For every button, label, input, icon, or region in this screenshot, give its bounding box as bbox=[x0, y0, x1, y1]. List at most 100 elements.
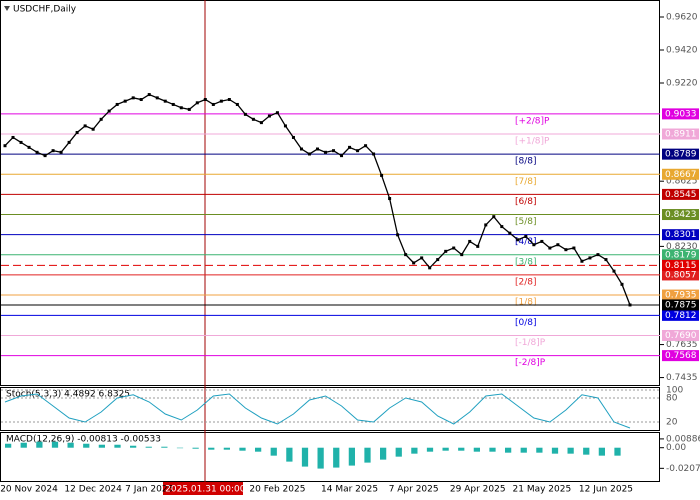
macd-bar bbox=[614, 447, 621, 456]
macd-bar bbox=[364, 447, 371, 463]
price-bar bbox=[484, 223, 488, 227]
level-value: 0.8911 bbox=[665, 129, 697, 139]
price-bar bbox=[372, 152, 376, 156]
price-bar bbox=[163, 99, 167, 103]
price-bar bbox=[283, 124, 287, 128]
price-bar bbox=[227, 98, 231, 102]
price-bar bbox=[572, 246, 576, 250]
level-name: [-2/8]P bbox=[515, 358, 546, 368]
price-bar bbox=[388, 197, 392, 201]
macd-bar bbox=[20, 442, 27, 448]
price-bar bbox=[307, 152, 311, 156]
price-bar bbox=[476, 244, 480, 248]
price-bar bbox=[83, 124, 87, 128]
level-name: [1/8] bbox=[515, 298, 537, 308]
level-value: 0.8301 bbox=[665, 230, 697, 240]
macd-bar bbox=[583, 447, 590, 455]
price-bar bbox=[588, 256, 592, 260]
macd-bar bbox=[36, 441, 43, 448]
level-box bbox=[662, 229, 699, 241]
price-bar bbox=[396, 233, 400, 237]
price-bar bbox=[596, 253, 600, 257]
price-bar bbox=[59, 150, 63, 154]
y-tick-label: 0.9220 bbox=[666, 79, 698, 89]
price-bar bbox=[235, 102, 239, 106]
level-box bbox=[662, 128, 699, 140]
level-box bbox=[662, 108, 699, 120]
macd-bar bbox=[411, 447, 418, 454]
level-name: [3/8] bbox=[515, 257, 537, 267]
y-tick-label: 0.9620 bbox=[666, 12, 698, 22]
price-bar bbox=[548, 246, 552, 250]
y-tick-label: 0.9420 bbox=[666, 46, 698, 56]
level-value: 0.9033 bbox=[665, 109, 697, 119]
price-bar bbox=[171, 102, 175, 106]
price-bar bbox=[11, 135, 15, 139]
level-value: 0.8057 bbox=[665, 270, 697, 280]
price-box bbox=[662, 299, 699, 311]
y-tick-label: 0.8230 bbox=[666, 242, 698, 252]
level-name: [6/8] bbox=[515, 197, 537, 207]
level-box bbox=[662, 289, 699, 301]
price-bar bbox=[243, 112, 247, 116]
stoch-line bbox=[4, 393, 631, 429]
price-bar bbox=[604, 258, 608, 262]
y-tick-label: 0.7435 bbox=[666, 373, 698, 383]
price-bar bbox=[540, 239, 544, 243]
price-bar bbox=[564, 248, 568, 252]
price-bar bbox=[620, 282, 624, 286]
price-bar bbox=[404, 253, 408, 257]
price-bar bbox=[67, 140, 71, 144]
level-value: 0.8545 bbox=[665, 190, 697, 200]
macd-bar bbox=[130, 445, 137, 448]
price-bar bbox=[211, 102, 215, 106]
price-bar bbox=[532, 243, 536, 247]
price-bar bbox=[340, 154, 344, 158]
level-value: 0.7568 bbox=[665, 351, 697, 361]
x-tick-label: 2025.01.31 00:00 bbox=[165, 485, 246, 495]
price-bar bbox=[291, 135, 295, 139]
price-bar bbox=[35, 150, 39, 154]
level-value: 0.8179 bbox=[665, 250, 697, 260]
stoch-tick-label: 80 bbox=[666, 394, 678, 404]
level-value: 0.8423 bbox=[665, 210, 697, 220]
stoch-tick-label: 100 bbox=[666, 386, 683, 396]
level-box bbox=[662, 188, 699, 200]
price-bar bbox=[51, 149, 55, 153]
macd-bar bbox=[83, 443, 90, 448]
level-name: [-1/8]P bbox=[515, 338, 546, 348]
macd-bar bbox=[505, 447, 512, 453]
stoch-tick-label: 20 bbox=[666, 418, 678, 428]
macd-bar bbox=[598, 447, 605, 456]
macd-bar bbox=[458, 447, 465, 451]
macd-bar bbox=[442, 447, 449, 451]
x-tick-label: 7 Jan 2025 bbox=[125, 485, 173, 495]
price-bar bbox=[356, 149, 360, 153]
price-bar bbox=[492, 215, 496, 219]
level-value: 0.8667 bbox=[665, 170, 697, 180]
x-tick-label: 12 Jun 2025 bbox=[579, 485, 633, 495]
macd-bar bbox=[223, 447, 230, 450]
macd-bar bbox=[176, 447, 184, 449]
macd-bar bbox=[98, 444, 105, 448]
level-name: [5/8] bbox=[515, 217, 537, 227]
macd-bar bbox=[161, 446, 168, 448]
level-box bbox=[662, 350, 699, 362]
macd-bar bbox=[380, 447, 387, 460]
price-bar bbox=[267, 114, 271, 118]
macd-tick-label: -0.02075 bbox=[666, 464, 700, 474]
macd-bar bbox=[208, 447, 215, 450]
x-tick-label: 14 Mar 2025 bbox=[321, 485, 378, 495]
price-bar bbox=[275, 111, 279, 115]
price-bar bbox=[187, 107, 191, 111]
macd-bar bbox=[286, 447, 293, 462]
macd-bar bbox=[567, 447, 574, 454]
y-tick-label: 0.7635 bbox=[666, 340, 698, 350]
price-bar bbox=[452, 246, 456, 250]
price-bar bbox=[3, 144, 7, 148]
level-name: [+1/8]P bbox=[515, 136, 550, 146]
macd-bar bbox=[473, 447, 480, 452]
macd-bar bbox=[489, 447, 496, 452]
macd-title: MACD(12,26,9) -0.00813 -0.00533 bbox=[6, 435, 161, 445]
macd-bar bbox=[348, 447, 355, 466]
